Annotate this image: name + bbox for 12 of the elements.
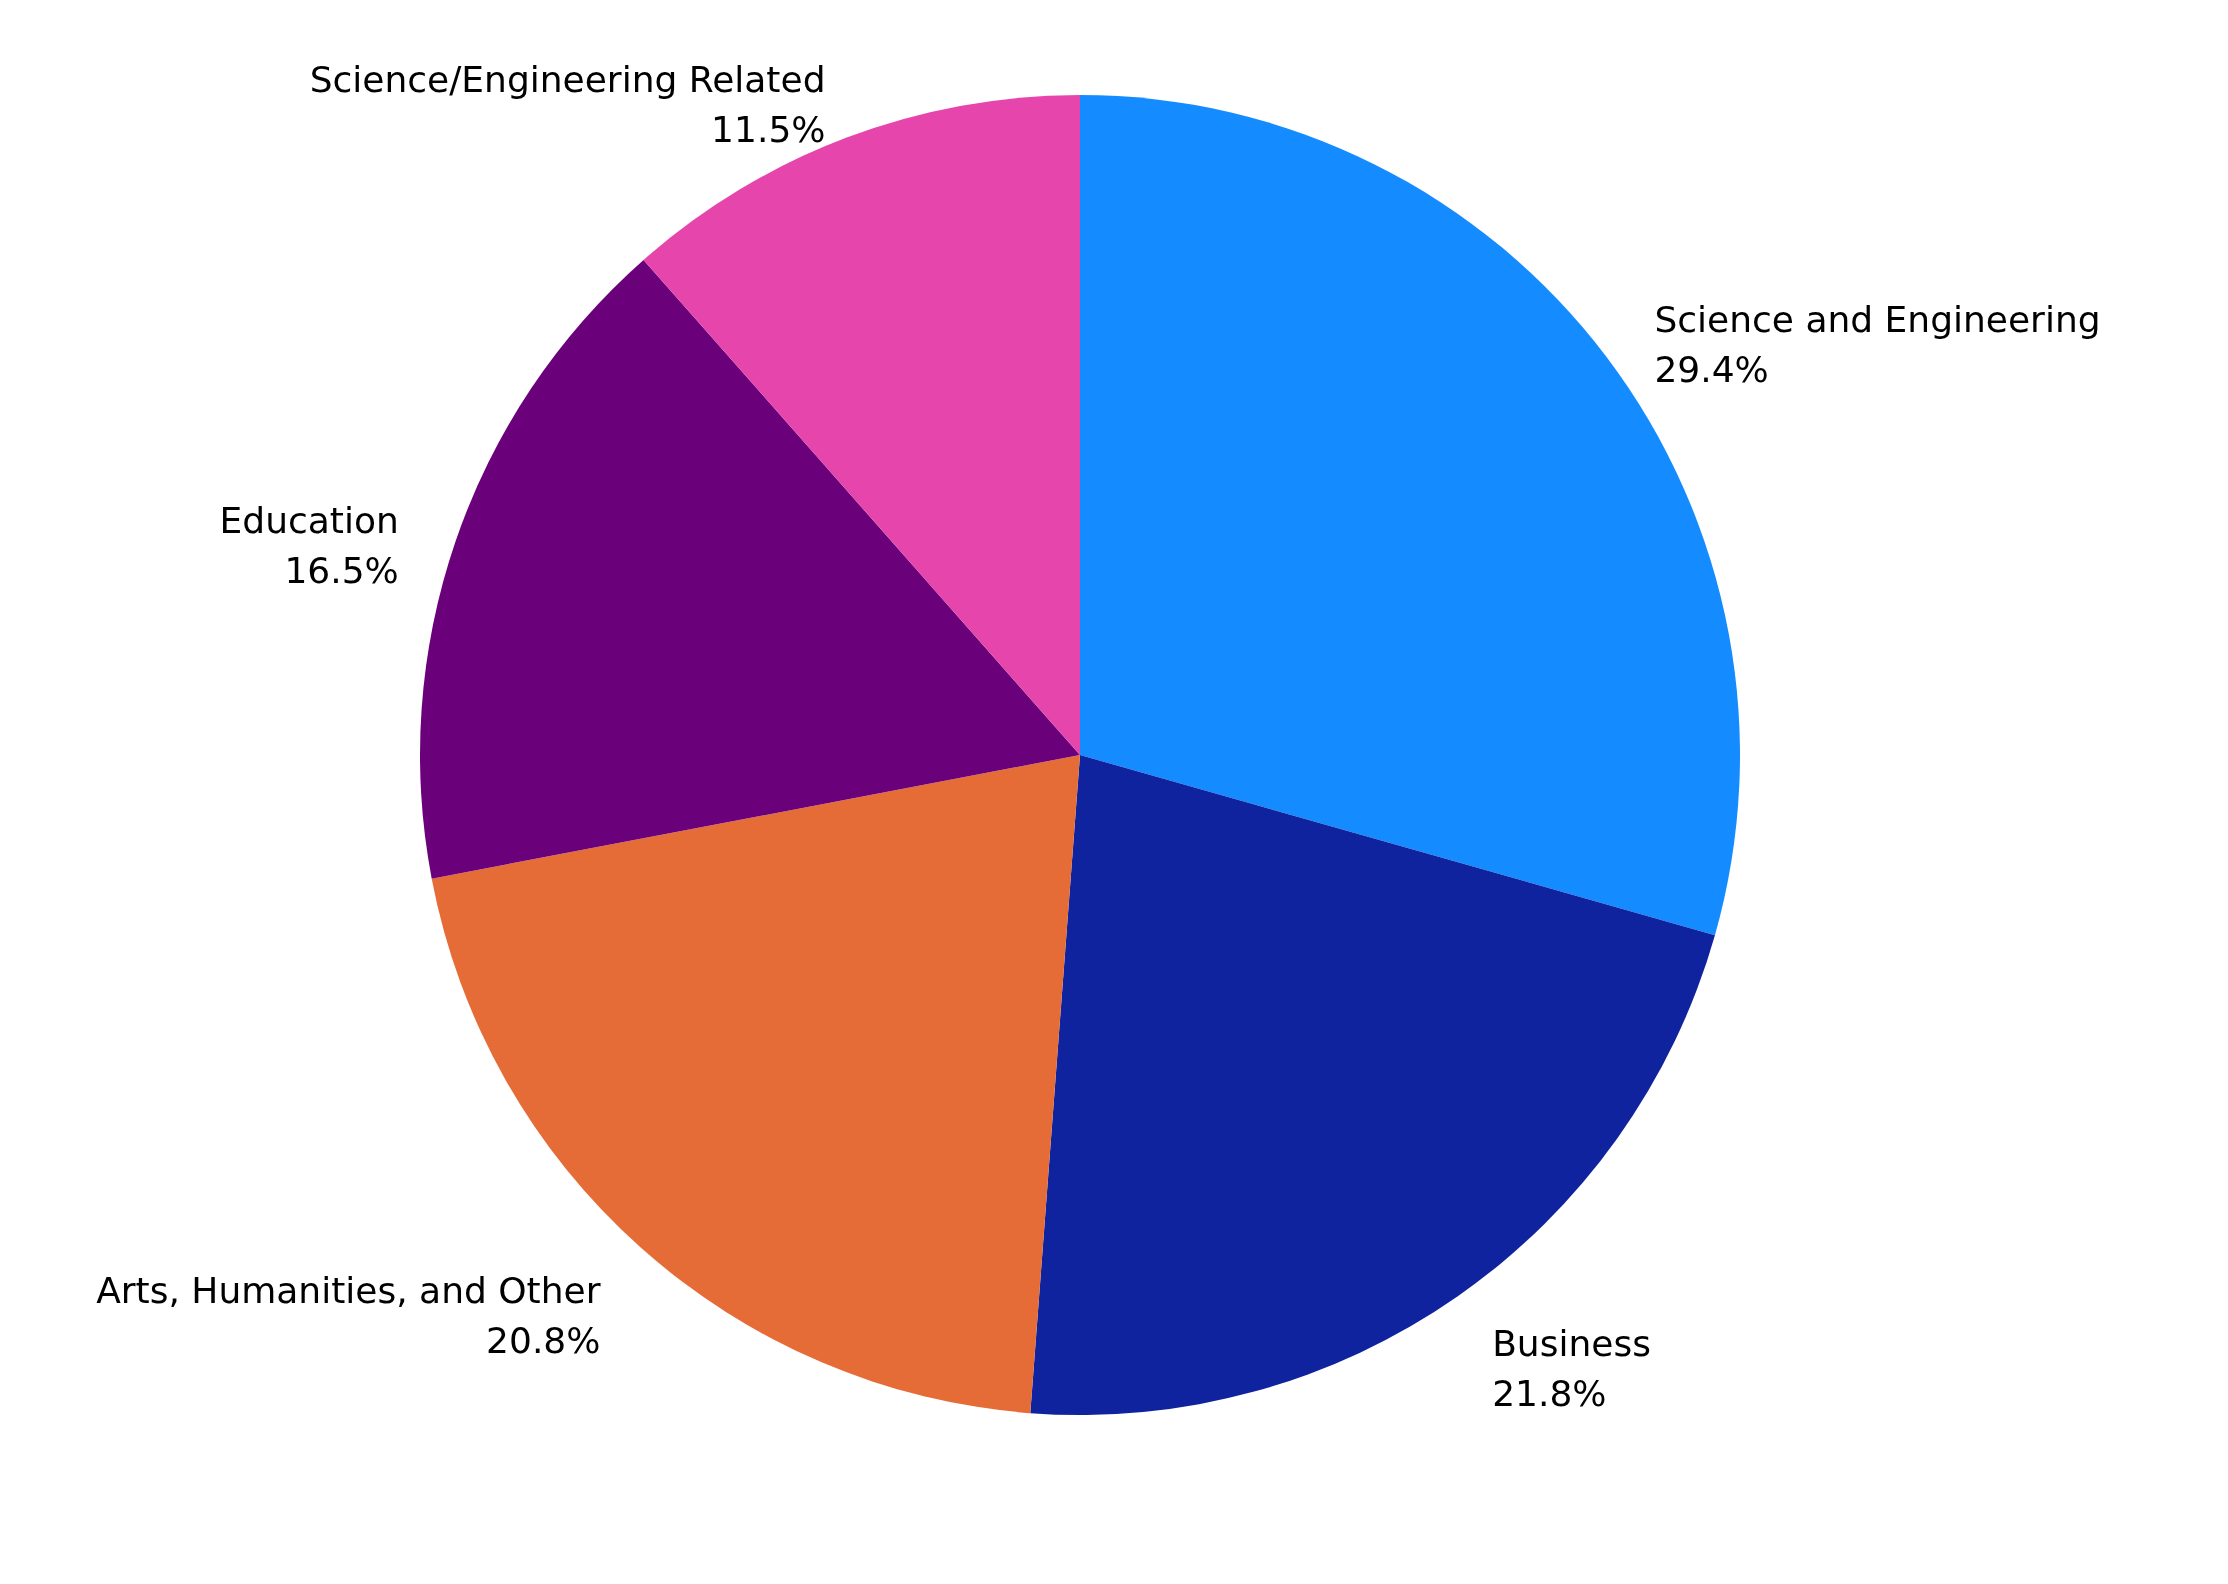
slice-label: Arts, Humanities, and Other: [96, 1270, 601, 1312]
data-label: 11.5%: [711, 109, 826, 151]
data-label: 16.5%: [284, 549, 399, 591]
slice-label: Education: [219, 499, 399, 541]
data-label: 21.8%: [1492, 1373, 1607, 1415]
pie-slice: [1030, 755, 1715, 1415]
slice-label: Science/Engineering Related: [309, 59, 826, 101]
data-label: 29.4%: [1654, 348, 1769, 390]
slice-label: Business: [1492, 1323, 1651, 1365]
data-label: 20.8%: [486, 1320, 601, 1362]
pie-slice: [421, 259, 1080, 879]
slice-label: Science and Engineering: [1654, 298, 2101, 340]
